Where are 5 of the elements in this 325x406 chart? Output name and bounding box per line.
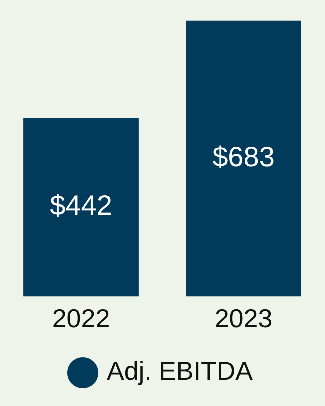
x-tick-label: 2023 [214,304,273,334]
x-tick-label: 2022 [52,304,110,334]
legend-label: Adj. EBITDA [107,356,254,386]
data-label: $683 [212,142,275,173]
data-label: $442 [50,190,112,222]
